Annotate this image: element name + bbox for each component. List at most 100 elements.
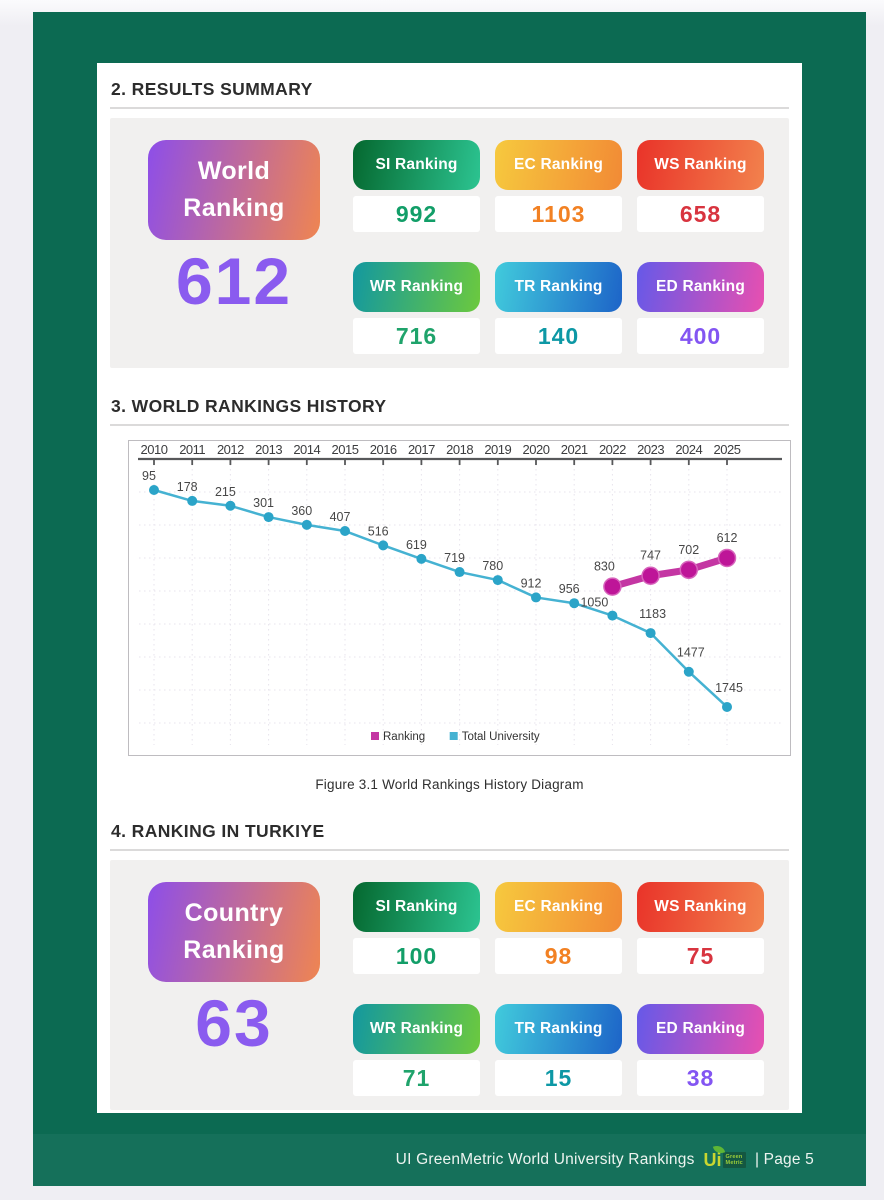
turkiye-ranking-panel: Country Ranking 63 SI Ranking 100 EC Ranki… — [110, 860, 789, 1110]
svg-text:780: 780 — [482, 559, 503, 573]
rank-card-label: TR Ranking — [495, 262, 622, 312]
world-ranking-column: World Ranking 612 — [146, 140, 322, 368]
svg-text:747: 747 — [640, 549, 661, 563]
logo-small-text: Green Metric — [722, 1152, 746, 1168]
svg-text:407: 407 — [330, 510, 351, 524]
section-heading-rankings-history: 3. WORLD RANKINGS HISTORY — [110, 396, 789, 426]
section-heading-ranking-turkiye: 4. RANKING IN TURKIYE — [110, 821, 789, 851]
rank-card-label: SI Ranking — [353, 882, 480, 932]
svg-text:2010: 2010 — [141, 442, 168, 457]
svg-text:2021: 2021 — [561, 442, 588, 457]
rank-card: SI Ranking 992 — [353, 140, 480, 232]
svg-text:2022: 2022 — [599, 442, 626, 457]
rank-card: ED Ranking 400 — [637, 262, 764, 354]
svg-text:2019: 2019 — [484, 442, 511, 457]
rank-card: EC Ranking 98 — [495, 882, 622, 974]
world-ranking-card: World Ranking — [148, 140, 320, 240]
results-summary-panel: World Ranking 612 SI Ranking 992 EC Rankin… — [110, 118, 789, 368]
svg-text:2016: 2016 — [370, 442, 397, 457]
country-ranking-column: Country Ranking 63 — [146, 882, 322, 1110]
svg-text:702: 702 — [678, 543, 699, 557]
rank-card-value: 992 — [353, 196, 480, 232]
svg-text:2015: 2015 — [332, 442, 359, 457]
rank-card: ED Ranking 38 — [637, 1004, 764, 1096]
svg-text:619: 619 — [406, 538, 427, 552]
rank-card-label: WS Ranking — [637, 882, 764, 932]
svg-text:Ranking: Ranking — [383, 731, 425, 743]
svg-text:301: 301 — [253, 496, 274, 510]
rank-card: TR Ranking 140 — [495, 262, 622, 354]
rank-card-value: 658 — [637, 196, 764, 232]
rank-card-label: ED Ranking — [637, 262, 764, 312]
footer-title: UI GreenMetric World University Rankings — [395, 1151, 695, 1168]
svg-text:2024: 2024 — [675, 442, 702, 457]
rank-card-value: 716 — [353, 318, 480, 354]
svg-text:719: 719 — [444, 551, 465, 565]
rank-card: WR Ranking 716 — [353, 262, 480, 354]
svg-text:830: 830 — [594, 560, 615, 574]
rank-card-label: EC Ranking — [495, 882, 622, 932]
svg-text:612: 612 — [717, 531, 738, 545]
logo-small-line1: Green — [725, 1154, 743, 1160]
svg-text:2025: 2025 — [714, 442, 741, 457]
rank-card: SI Ranking 100 — [353, 882, 480, 974]
footer-page-number: | Page 5 — [754, 1151, 814, 1168]
results-summary-cards-grid: SI Ranking 992 EC Ranking 1103 WS Ranking 658… — [353, 140, 764, 368]
svg-text:2020: 2020 — [523, 442, 550, 457]
svg-text:215: 215 — [215, 485, 236, 499]
turkiye-cards-grid: SI Ranking 100 EC Ranking 98 WS Ranking 75 WR … — [353, 882, 764, 1110]
svg-text:912: 912 — [521, 576, 542, 590]
svg-text:2011: 2011 — [179, 442, 205, 457]
svg-text:2014: 2014 — [293, 442, 320, 457]
svg-text:1477: 1477 — [677, 646, 705, 660]
rank-card: TR Ranking 15 — [495, 1004, 622, 1096]
page-footer: UI GreenMetric World University Rankings… — [33, 1134, 866, 1186]
world-ranking-card-line2: Ranking — [183, 194, 285, 222]
logo-ui-text: Ui — [703, 1150, 722, 1170]
rank-card-value: 38 — [637, 1060, 764, 1096]
report-page-frame: 2. RESULTS SUMMARY World Ranking 612 SI … — [33, 12, 866, 1186]
svg-text:2018: 2018 — [446, 442, 473, 457]
rank-card-label: WS Ranking — [637, 140, 764, 190]
rank-card: WS Ranking 75 — [637, 882, 764, 974]
svg-text:2013: 2013 — [255, 442, 282, 457]
rank-card-label: WR Ranking — [353, 1004, 480, 1054]
rank-card-value: 75 — [637, 938, 764, 974]
rank-card: WS Ranking 658 — [637, 140, 764, 232]
svg-text:956: 956 — [559, 582, 580, 596]
section-heading-results-summary: 2. RESULTS SUMMARY — [110, 79, 789, 109]
rank-card: WR Ranking 71 — [353, 1004, 480, 1096]
svg-text:95: 95 — [142, 469, 156, 483]
report-sheet: 2. RESULTS SUMMARY World Ranking 612 SI … — [97, 63, 802, 1113]
country-ranking-value: 63 — [195, 986, 273, 1060]
country-ranking-card-line2: Ranking — [183, 936, 285, 964]
rank-card-label: SI Ranking — [353, 140, 480, 190]
rank-card: EC Ranking 1103 — [495, 140, 622, 232]
svg-text:2017: 2017 — [408, 442, 435, 457]
rank-card-value: 100 — [353, 938, 480, 974]
svg-text:1745: 1745 — [715, 681, 743, 695]
svg-text:360: 360 — [291, 504, 312, 518]
rank-card-value: 15 — [495, 1060, 622, 1096]
world-ranking-card-line1: World — [197, 157, 271, 185]
svg-text:Total University: Total University — [462, 731, 540, 743]
figure-caption: Figure 3.1 World Rankings History Diagra… — [315, 777, 584, 792]
svg-text:2012: 2012 — [217, 442, 244, 457]
rank-card-label: EC Ranking — [495, 140, 622, 190]
rankings-history-chart: 2010 2011 2012 2013 2014 2015 2016 2017 2018 2019… — [138, 442, 782, 745]
greenmetric-logo-icon: Ui Green Metric — [703, 1143, 746, 1170]
rankings-history-chart-box: 2010 2011 2012 2013 2014 2015 2016 2017 2018 2019… — [128, 440, 791, 756]
rank-card-label: WR Ranking — [353, 262, 480, 312]
rank-card-label: TR Ranking — [495, 1004, 622, 1054]
svg-text:2023: 2023 — [637, 442, 664, 457]
country-ranking-card: Country Ranking — [148, 882, 320, 982]
rank-card-value: 98 — [495, 938, 622, 974]
rank-card-value: 400 — [637, 318, 764, 354]
world-ranking-value: 612 — [175, 244, 293, 318]
svg-text:178: 178 — [177, 480, 198, 494]
country-ranking-card-line1: Country — [184, 899, 284, 927]
rank-card-value: 71 — [353, 1060, 480, 1096]
rank-card-value: 140 — [495, 318, 622, 354]
svg-text:1050: 1050 — [580, 596, 608, 610]
rank-card-label: ED Ranking — [637, 1004, 764, 1054]
